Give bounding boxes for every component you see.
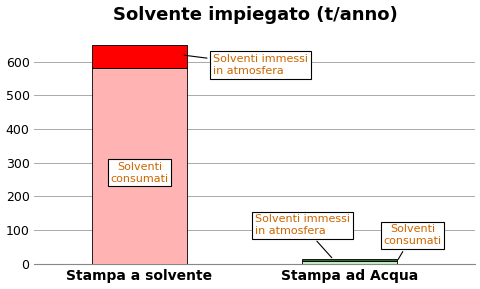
Bar bbox=[301, 260, 396, 264]
Text: Solventi
consumati: Solventi consumati bbox=[110, 162, 168, 184]
Bar bbox=[92, 68, 186, 264]
Bar bbox=[92, 45, 186, 68]
Text: Solventi
consumati: Solventi consumati bbox=[383, 225, 441, 260]
Title: Solvente impiegato (t/anno): Solvente impiegato (t/anno) bbox=[112, 5, 396, 24]
Text: Solventi immessi
in atmosfera: Solventi immessi in atmosfera bbox=[254, 214, 349, 258]
Bar bbox=[301, 259, 396, 260]
Text: Solventi immessi
in atmosfera: Solventi immessi in atmosfera bbox=[184, 54, 307, 76]
